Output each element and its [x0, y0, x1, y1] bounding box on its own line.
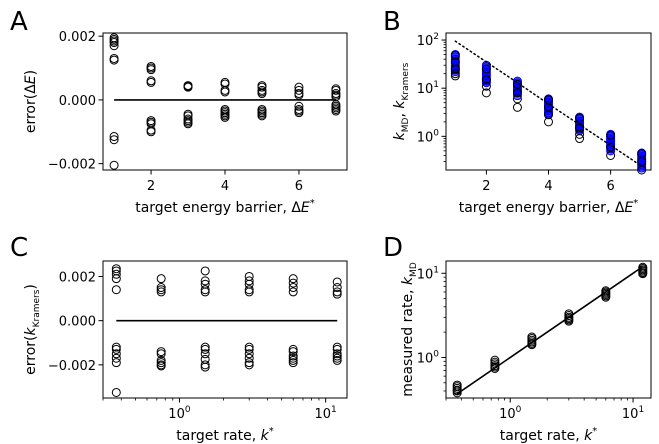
- md-points: [513, 103, 521, 111]
- y-axis-label: measured rate, kMD: [400, 262, 419, 397]
- y-tick-label: 0.002: [59, 270, 96, 285]
- data-point: [112, 286, 120, 294]
- data-point: [112, 388, 120, 396]
- x-tick-label: 2: [147, 179, 155, 194]
- axes-frame: [103, 33, 347, 170]
- y-axis-label: error(kKramers): [23, 284, 42, 375]
- panel-label: B: [383, 7, 401, 37]
- panel-c: C 100 101 0.002 0.000 −0.002 target rate, k* er…: [10, 233, 347, 444]
- panel-label: C: [10, 233, 28, 263]
- y-tick-label: 0.000: [59, 315, 96, 330]
- x-tick-label: 4: [221, 179, 229, 194]
- x-tick-label: 4: [544, 179, 552, 194]
- x-tick-label: 2: [482, 179, 490, 194]
- x-axis-label: target energy barrier, ΔE*: [459, 198, 639, 216]
- x-tick-label: 100: [168, 405, 191, 422]
- y-axis-label: error(ΔE): [23, 70, 39, 133]
- x-tick-label: 101: [314, 405, 336, 422]
- y-tick-label: 100: [417, 349, 440, 366]
- x-tick-label: 100: [499, 405, 522, 422]
- y-tick-label: 102: [417, 32, 439, 49]
- x-axis-label: target energy barrier, ΔE*: [135, 198, 315, 216]
- panel-label: D: [383, 233, 403, 263]
- y-tick-label: 101: [417, 80, 439, 97]
- x-axis-label: target rate, k*: [176, 426, 273, 444]
- data-point: [201, 267, 209, 275]
- y-tick-label: 101: [417, 265, 439, 282]
- y-axis-label: kMD, kKramers: [392, 62, 411, 140]
- reference-line: [457, 267, 643, 394]
- panel-b: B 2 4 6 102 101 100 target energy barrier, ΔE* k…: [383, 7, 651, 216]
- target-rate-line: [455, 41, 641, 166]
- data-point: [110, 161, 118, 169]
- data-point: [157, 275, 165, 283]
- x-tick-label: 101: [622, 405, 644, 422]
- x-tick-label: 6: [295, 179, 303, 194]
- panel-label: A: [10, 7, 28, 37]
- x-axis-label: target rate, k*: [500, 426, 597, 444]
- y-tick-label: −0.002: [48, 158, 96, 173]
- panel-d: D 100 101 100 101 target rate, k* measured rat…: [383, 233, 651, 444]
- y-tick-label: −0.002: [48, 359, 96, 374]
- x-tick-label: 6: [606, 179, 614, 194]
- axes-frame: [103, 261, 347, 398]
- y-tick-label: 0.000: [59, 94, 96, 109]
- y-tick-label: 100: [417, 128, 440, 145]
- y-tick-label: 0.002: [59, 30, 96, 45]
- panel-a: A 2 4 6 0.002 0.000 −0.002 target energy barrie…: [10, 7, 347, 216]
